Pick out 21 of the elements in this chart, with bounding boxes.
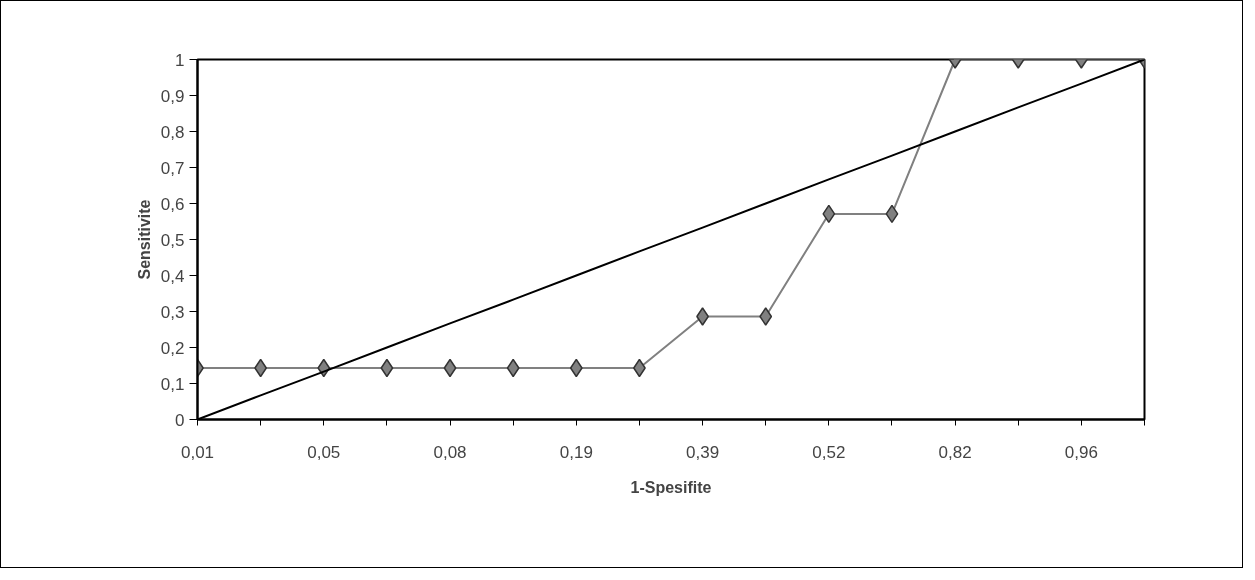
y-tick-label: 0,8 xyxy=(160,122,185,142)
y-axis-title: Sensitivite xyxy=(135,199,153,280)
y-tick-label: 0,6 xyxy=(160,194,185,214)
y-tick-label: 0,3 xyxy=(160,302,185,322)
y-tick-label: 0 xyxy=(175,410,185,430)
y-tick-label: 0,7 xyxy=(160,158,185,178)
x-tick-label: 0,82 xyxy=(938,442,972,462)
x-tick-label: 0,96 xyxy=(1064,442,1098,462)
x-tick-label: 0,52 xyxy=(812,442,846,462)
x-tick-label: 0,05 xyxy=(307,442,341,462)
x-tick-label: 0,39 xyxy=(686,442,720,462)
y-tick-label: 0,1 xyxy=(160,374,185,394)
y-tick-label: 0,2 xyxy=(160,338,185,358)
y-tick-label: 1 xyxy=(175,50,185,70)
y-tick-label: 0,5 xyxy=(160,230,185,250)
x-tick-label: 0,08 xyxy=(433,442,467,462)
y-tick-label: 0,9 xyxy=(160,86,185,106)
x-tick-label: 0,19 xyxy=(559,442,593,462)
x-axis-title: 1-Spesifite xyxy=(630,478,712,496)
y-tick-label: 0,4 xyxy=(160,266,185,286)
x-tick-label: 0,01 xyxy=(180,442,215,462)
